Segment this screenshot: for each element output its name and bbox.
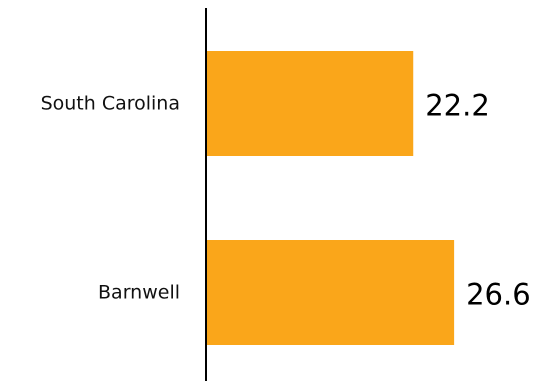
category-label: South Carolina xyxy=(41,93,180,115)
category-label: Barnwell xyxy=(98,282,180,304)
bar-south-carolina xyxy=(207,51,414,156)
value-label: 26.6 xyxy=(466,278,531,312)
labels-layer: South Carolina 22.2 Barnwell 26.6 xyxy=(41,89,531,312)
bars-layer xyxy=(207,51,455,345)
bar-barnwell xyxy=(207,240,455,345)
value-label: 22.2 xyxy=(425,89,490,123)
